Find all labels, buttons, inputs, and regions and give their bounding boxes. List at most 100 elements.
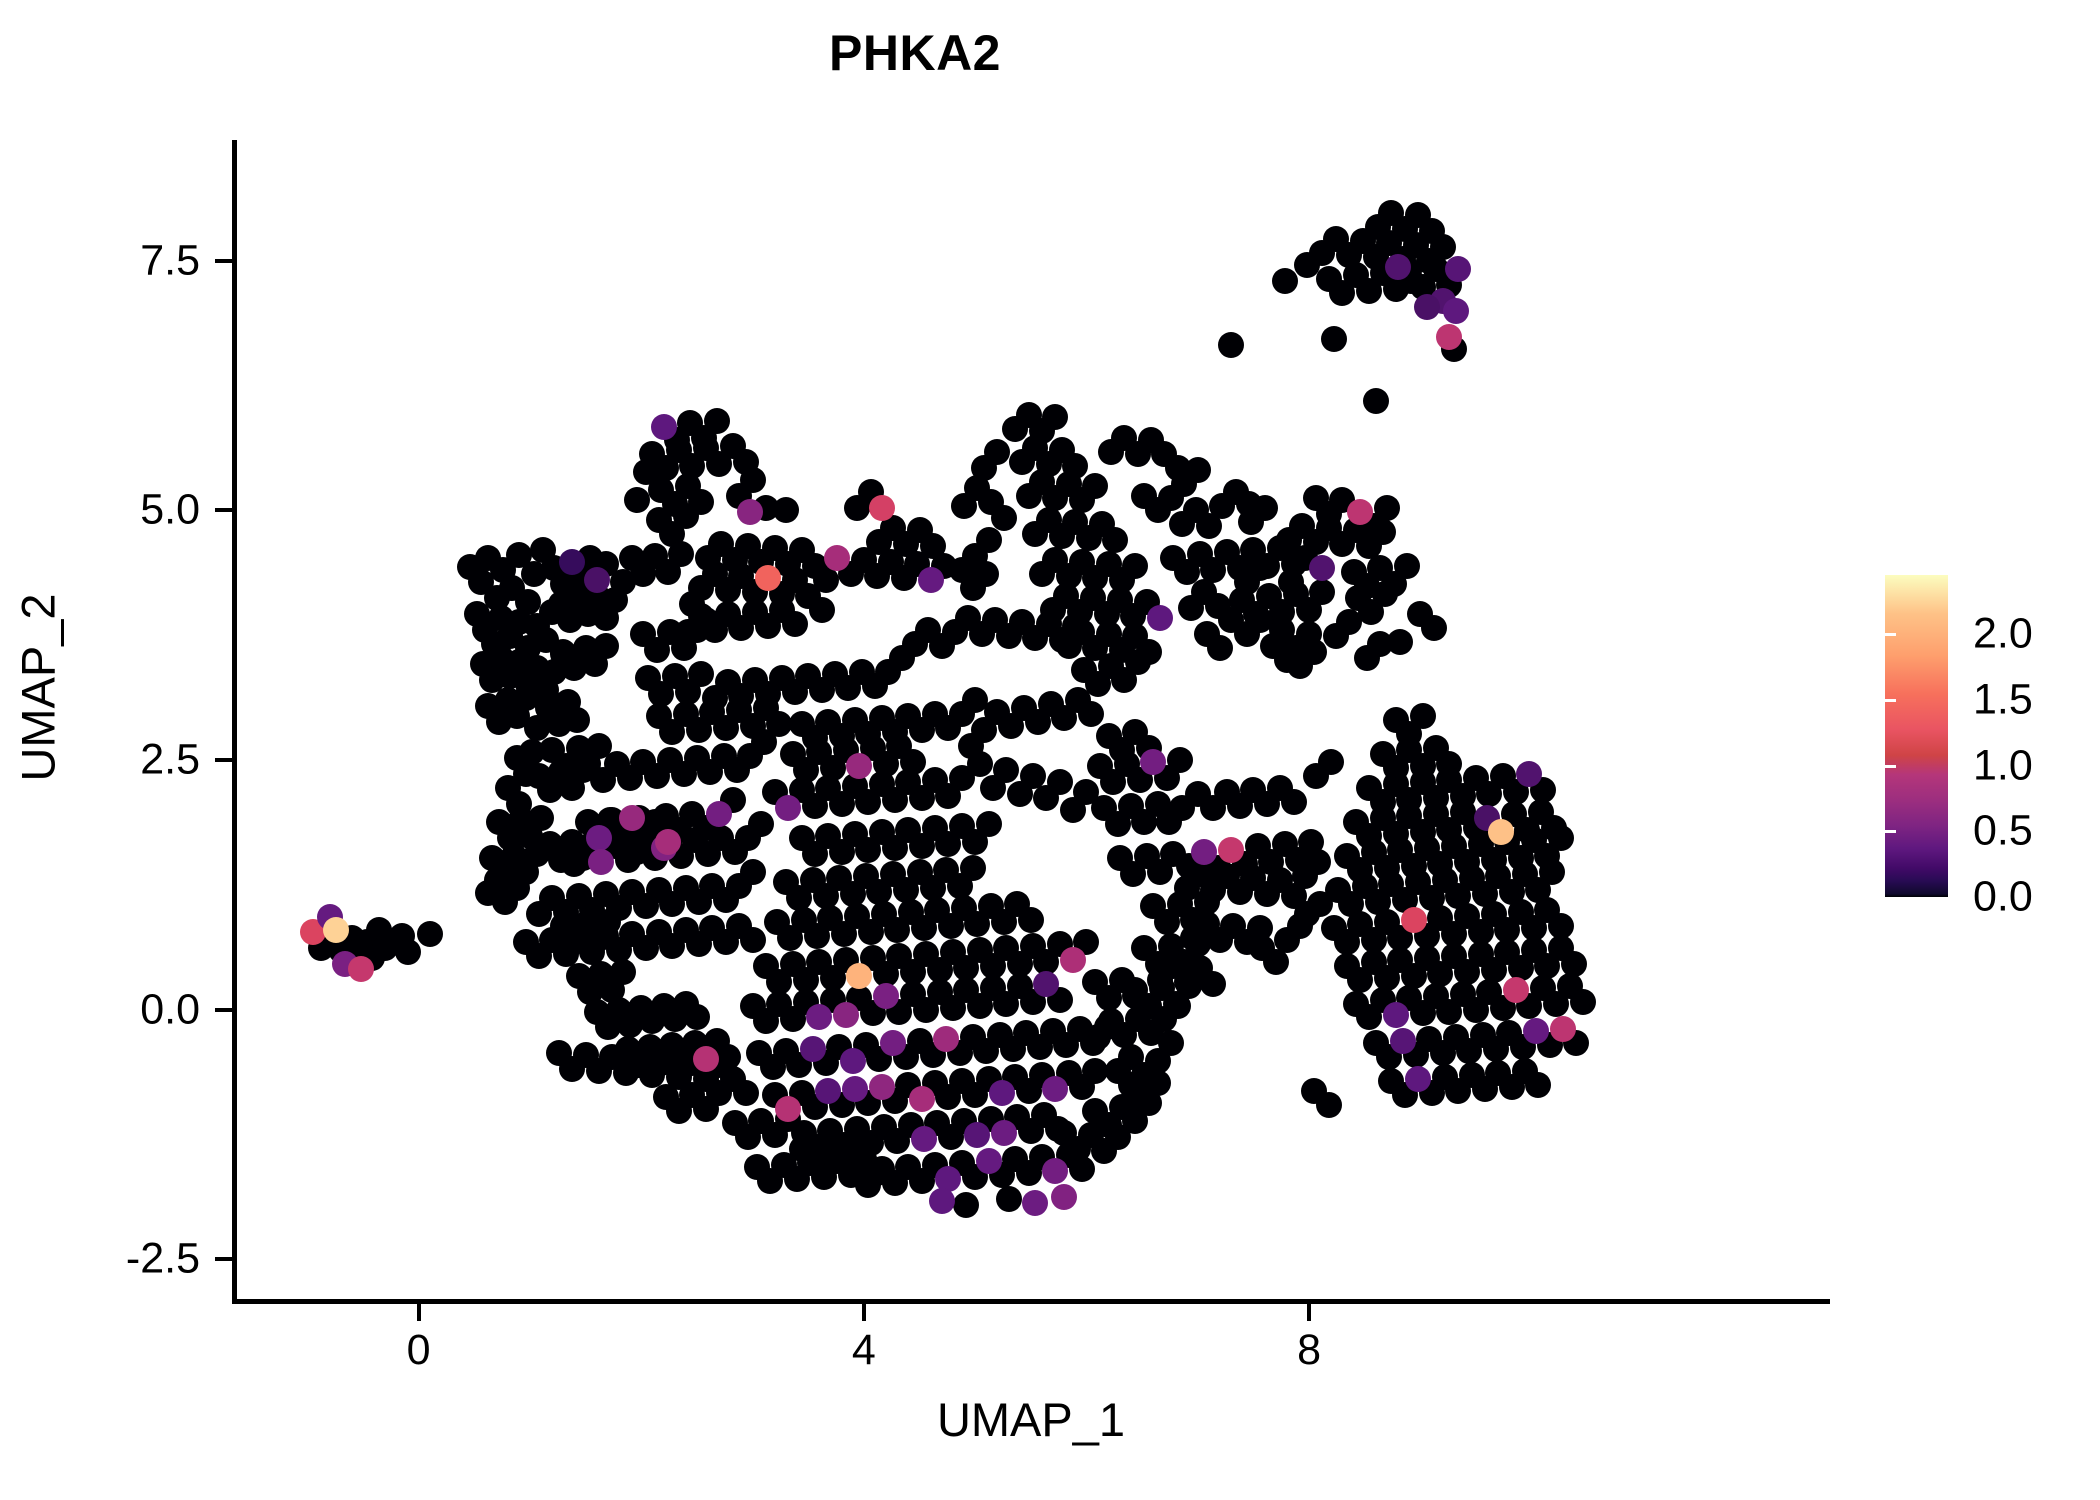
scatter-point (772, 497, 799, 524)
scatter-point (585, 824, 612, 851)
scatter-point (1097, 439, 1124, 466)
scatter-points-layer (235, 142, 1830, 1302)
scatter-point (991, 1120, 1018, 1147)
scatter-point (1309, 555, 1336, 582)
scatter-point (775, 1096, 802, 1123)
scatter-point (919, 533, 946, 560)
colorbar-tick-mark (2074, 698, 2085, 702)
scatter-point (1166, 746, 1193, 773)
scatter-point (1082, 1058, 1109, 1085)
scatter-point (1420, 615, 1447, 642)
scatter-point (1394, 553, 1421, 580)
scatter-point (935, 1166, 962, 1193)
y-tick-mark (215, 1257, 232, 1262)
scatter-point (525, 900, 552, 927)
y-tick-label: 0.0 (140, 985, 200, 1033)
scatter-point (1060, 796, 1087, 823)
scatter-point (1549, 1016, 1576, 1043)
scatter-point (706, 800, 733, 827)
scatter-point (1280, 788, 1307, 815)
scatter-point (732, 1080, 759, 1107)
scatter-point (632, 459, 659, 486)
scatter-point (1371, 581, 1398, 608)
scatter-point (1418, 217, 1445, 244)
scatter-point (1487, 818, 1514, 845)
x-axis-line (232, 1299, 1830, 1304)
scatter-point (775, 794, 802, 821)
scatter-point (1051, 1120, 1078, 1147)
scatter-point (619, 804, 646, 831)
scatter-point (933, 1026, 960, 1053)
scatter-point (590, 766, 617, 793)
scatter-point (1077, 701, 1104, 727)
scatter-point (1247, 914, 1274, 941)
scatter-point (528, 804, 555, 831)
scatter-point (879, 1030, 906, 1057)
scatter-point (1247, 607, 1274, 634)
scatter-point (750, 728, 777, 755)
scatter-point (1033, 784, 1060, 811)
x-tick-label: 8 (1297, 1326, 1322, 1374)
y-tick-label: -2.5 (125, 1234, 200, 1283)
y-tick-mark (215, 1007, 232, 1012)
scatter-point (519, 738, 546, 765)
colorbar-tick-mark (2074, 830, 2085, 834)
scatter-point (1525, 1072, 1552, 1099)
scatter-point (1200, 970, 1227, 997)
scatter-point (991, 505, 1018, 532)
colorbar-tick-label: 1.0 (1973, 741, 2033, 790)
scatter-point (1235, 491, 1262, 518)
scatter-point (868, 1074, 895, 1101)
scatter-point (1436, 323, 1463, 350)
scatter-point (1247, 555, 1274, 582)
colorbar-tick-label: 0.0 (1973, 872, 2033, 921)
scatter-point (748, 810, 775, 837)
scatter-point (1569, 988, 1596, 1015)
scatter-point (672, 503, 699, 530)
scatter-point (1102, 527, 1129, 554)
y-tick-mark (215, 258, 232, 263)
scatter-point (739, 467, 766, 494)
scatter-point (1367, 631, 1394, 658)
scatter-point (650, 413, 677, 440)
scatter-point (1164, 455, 1191, 482)
scatter-point (988, 1080, 1015, 1107)
scatter-point (1443, 297, 1469, 324)
scatter-point (683, 1004, 710, 1031)
scatter-point (873, 982, 900, 1009)
scatter-point (561, 850, 588, 877)
scatter-point (688, 661, 715, 688)
scatter-point (394, 938, 421, 965)
scatter-point (1033, 970, 1060, 997)
scatter-point (701, 685, 728, 712)
scatter-point (910, 1126, 937, 1153)
scatter-point (416, 920, 443, 947)
scatter-point (1271, 267, 1298, 294)
plot-panel (235, 142, 1830, 1302)
scatter-point (545, 1040, 572, 1067)
scatter-point (347, 955, 374, 982)
colorbar-gradient (1885, 575, 1948, 897)
scatter-point (1218, 836, 1245, 863)
scatter-point (928, 1188, 955, 1215)
scatter-point (844, 495, 871, 522)
scatter-point (1293, 251, 1320, 278)
scatter-point (1051, 1184, 1078, 1211)
colorbar-tick-mark (1885, 633, 1896, 637)
scatter-point (1547, 824, 1574, 851)
scatter-point (951, 493, 978, 520)
scatter-point (512, 685, 539, 712)
page-title: PHKA2 (829, 25, 1001, 81)
scatter-point (668, 541, 695, 568)
colorbar-tick-mark (1885, 764, 1896, 768)
colorbar-legend: 0.0 0.5 1.0 1.5 2.0 (1885, 575, 2085, 921)
x-tick-label: 4 (851, 1326, 876, 1374)
scatter-point (1135, 639, 1162, 666)
scatter-point (1042, 1158, 1069, 1185)
scatter-point (1042, 1076, 1069, 1103)
scatter-point (623, 487, 650, 514)
scatter-point (908, 1086, 935, 1113)
scatter-point (739, 858, 766, 885)
y-axis-line (232, 140, 237, 1304)
